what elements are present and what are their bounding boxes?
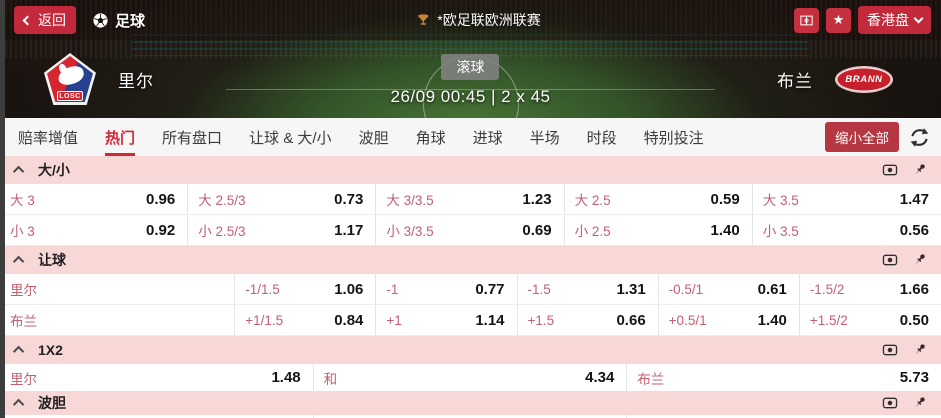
tab-all-markets[interactable]: 所有盘口: [162, 129, 223, 147]
odds-cell[interactable]: +1 1.14: [376, 305, 518, 335]
pitch-icon: [800, 15, 813, 25]
pin-icon[interactable]: [911, 162, 929, 178]
tab-correct-score[interactable]: 波胆: [358, 129, 389, 147]
match-info: 滚球 26/09 00:45 | 2 x 45: [391, 52, 551, 107]
odds-cell[interactable]: 里尔 1.48: [0, 364, 314, 391]
favorite-star-button[interactable]: ★: [826, 7, 851, 33]
chevron-up-icon: [12, 398, 25, 411]
chevron-up-icon: [12, 165, 25, 178]
collapse-all-button[interactable]: 缩小全部: [825, 122, 899, 152]
away-team-logo: BRANN: [835, 65, 893, 93]
sport-label: 足球: [115, 12, 146, 30]
section-title: 让球: [38, 252, 66, 268]
home-team: LOSC 里尔: [0, 53, 391, 105]
market-tabs: 赔率增值 热门 所有盘口 让球 & 大/小 波胆 角球 进球 半场 时段 特别投…: [0, 118, 941, 156]
odds-cell[interactable]: 大 3.5 1.47: [762, 190, 929, 209]
tabs-actions: 缩小全部: [825, 118, 931, 156]
odds-cell[interactable]: 大 3/3.5 1.23: [376, 184, 565, 214]
section-header-1x2[interactable]: 1X2: [0, 336, 941, 364]
home-team-name: 里尔: [118, 71, 154, 91]
over-row: 大 3 0.96 大 2.5/3 0.73 大 3/3.5 1.23 大 2.5 0.5…: [0, 184, 941, 215]
top-bar: 返回 足球: [0, 0, 941, 40]
pin-icon[interactable]: [911, 395, 929, 411]
section-title: 1X2: [38, 342, 63, 358]
league-label: *欧足联欧洲联赛: [437, 12, 541, 28]
odds-cell[interactable]: -1.5 1.31: [518, 274, 659, 304]
chevron-left-icon: [22, 15, 33, 25]
live-view-icon[interactable]: [881, 162, 899, 178]
tab-period[interactable]: 时段: [586, 129, 617, 147]
away-team-name: 布兰: [777, 71, 813, 91]
correct-score-row-sliver: [0, 415, 941, 418]
one-x-two-row: 里尔 1.48 和 4.34 布兰 5.73: [0, 364, 941, 391]
soccer-ball-icon: [93, 12, 108, 28]
trophy-icon: [417, 14, 428, 25]
odds-cell[interactable]: -1.5/2 1.66: [809, 280, 929, 298]
odds-cell[interactable]: 和 4.34: [314, 364, 628, 391]
odds-cell[interactable]: 小 3 0.92: [0, 215, 189, 245]
handicap-away-row: 布兰 +1/1.5 0.84 +1 1.14 +1.5 0.66 +0.5/1 1.40…: [0, 305, 941, 336]
star-icon: ★: [832, 12, 845, 27]
odds-cell[interactable]: +1/1.5 0.84: [235, 305, 377, 335]
back-label: 返回: [38, 12, 66, 28]
sport-header: 足球: [92, 10, 145, 31]
odds-cell[interactable]: +1.5/2 0.50: [809, 311, 929, 329]
pin-icon[interactable]: [911, 252, 929, 268]
live-view-icon[interactable]: [881, 395, 899, 411]
team-label-cell: 里尔: [0, 274, 236, 304]
odds-cell[interactable]: 布兰 5.73: [637, 369, 929, 387]
home-logo-text: LOSC: [57, 91, 83, 101]
odds-cell[interactable]: -0.5/1 0.61: [659, 274, 800, 304]
league-title: *欧足联欧洲联赛: [415, 0, 541, 40]
pitch-view-button[interactable]: [794, 7, 819, 33]
odds-cell[interactable]: 小 3/3.5 0.69: [376, 215, 565, 245]
section-header-correct-score[interactable]: 波胆: [0, 391, 941, 415]
match-header: LOSC 里尔 滚球 26/09 00:45 | 2 x 45 布兰 BRANN: [0, 40, 941, 118]
live-view-icon[interactable]: [881, 342, 899, 358]
chevron-up-icon: [12, 255, 25, 268]
odds-cell[interactable]: 小 2.5/3 1.17: [188, 215, 377, 245]
match-banner: 返回 足球: [0, 0, 941, 118]
away-team: 布兰 BRANN: [550, 65, 941, 93]
away-logo-text: BRANN: [845, 73, 883, 85]
tab-corners[interactable]: 角球: [415, 129, 446, 147]
odds-cell[interactable]: +1.5 0.66: [518, 305, 659, 335]
odds-cell[interactable]: -1 0.77: [376, 274, 518, 304]
tab-goals[interactable]: 进球: [472, 129, 503, 147]
odds-cell[interactable]: 小 2.5 1.40: [565, 215, 753, 245]
market-label: 香港盘: [867, 12, 909, 28]
odds-cell[interactable]: -1/1.5 1.06: [235, 274, 377, 304]
section-title: 大/小: [38, 162, 70, 178]
tab-hot[interactable]: 热门: [105, 118, 135, 156]
team-label-cell: 布兰: [0, 305, 236, 335]
section-header-handicap[interactable]: 让球: [0, 246, 941, 274]
odds-market-select[interactable]: 香港盘: [858, 6, 931, 34]
chevron-up-icon: [12, 345, 25, 358]
live-view-icon[interactable]: [881, 252, 899, 268]
section-header-over-under[interactable]: 大/小: [0, 156, 941, 184]
tab-handicap-ou[interactable]: 让球 & 大/小: [249, 129, 332, 147]
kickoff-time: 26/09 00:45 | 2 x 45: [390, 86, 551, 106]
handicap-home-row: 里尔 -1/1.5 1.06 -1 0.77 -1.5 1.31 -0.5/1 0.61…: [0, 274, 941, 305]
under-row: 小 3 0.92 小 2.5/3 1.17 小 3/3.5 0.69 小 2.5 1.4…: [0, 215, 941, 246]
back-button[interactable]: 返回: [14, 6, 76, 34]
odds-cell[interactable]: 大 2.5/3 0.73: [188, 184, 377, 214]
home-team-logo: LOSC: [44, 53, 96, 105]
live-badge: 滚球: [441, 53, 500, 80]
refresh-icon[interactable]: [908, 126, 931, 149]
odds-cell[interactable]: 大 2.5 0.59: [565, 184, 753, 214]
tab-half[interactable]: 半场: [529, 129, 560, 147]
left-scrollbar[interactable]: [0, 0, 5, 418]
tab-specials[interactable]: 特别投注: [643, 129, 704, 147]
top-bar-actions: ★ 香港盘: [794, 6, 931, 34]
section-title: 波胆: [38, 395, 66, 411]
odds-cell[interactable]: 小 3.5 0.56: [762, 221, 929, 240]
odds-cell[interactable]: +0.5/1 1.40: [659, 305, 800, 335]
chevron-down-icon: [913, 13, 924, 24]
odds-cell[interactable]: 大 3 0.96: [0, 184, 189, 214]
tab-odds-boost[interactable]: 赔率增值: [18, 129, 79, 147]
pin-icon[interactable]: [911, 342, 929, 358]
